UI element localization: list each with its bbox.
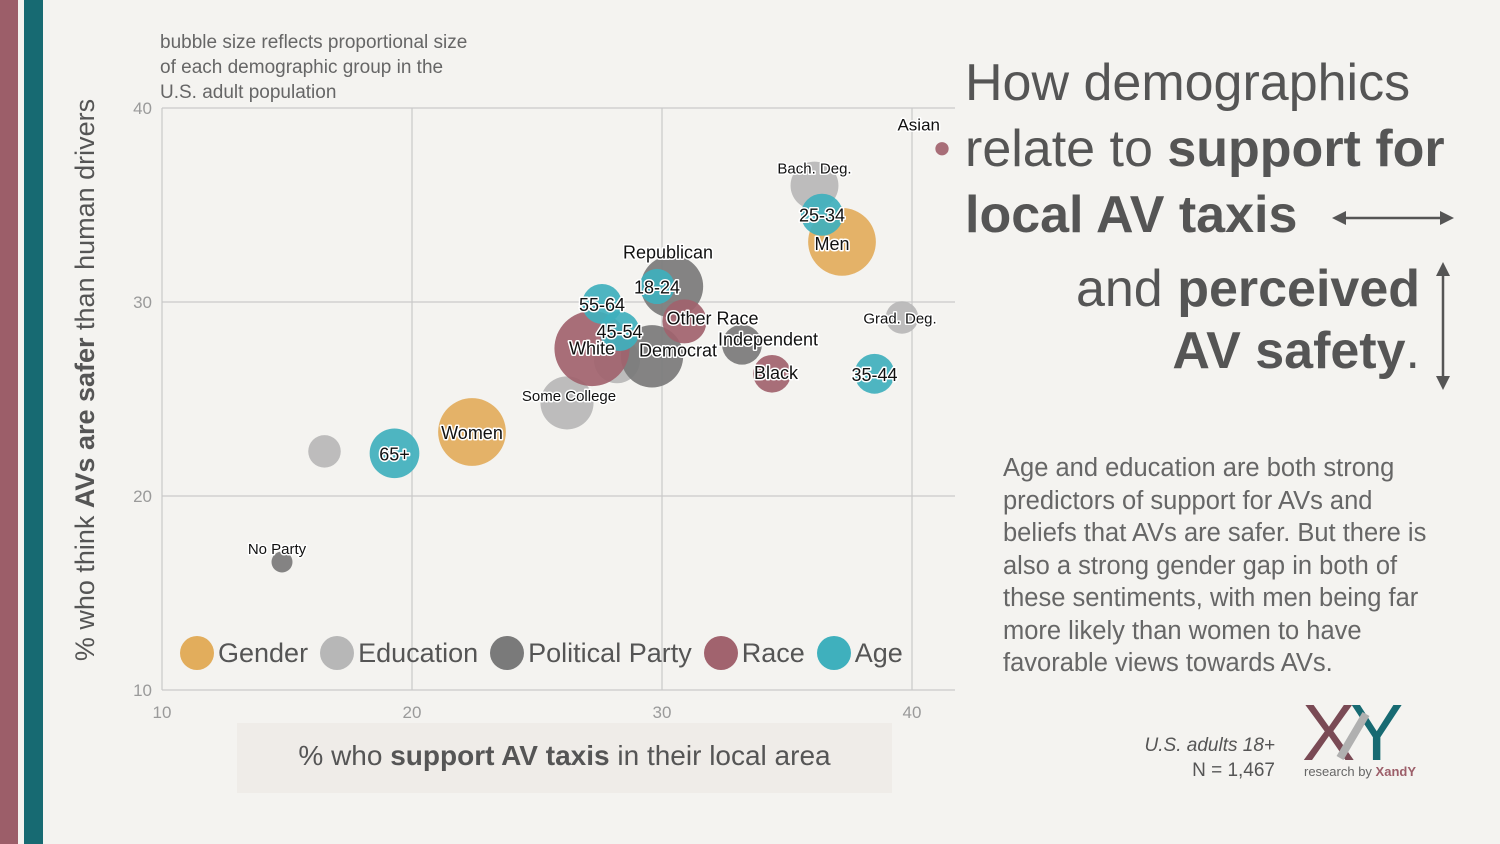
bubble-65- [369,428,420,479]
headline: How demographics relate to support for l… [965,54,1445,244]
bubble-black [753,354,791,393]
bubble-45-54 [599,311,640,352]
x-axis-label: % who support AV taxis in their local ar… [298,740,831,771]
bubble-independent [722,324,762,365]
sample-info: U.S. adults 18+ N = 1,467 [1144,735,1275,781]
data-label-independent: Independent [718,330,818,350]
xandy-logo: X Y [1302,692,1403,764]
y-axis-label: % who think AVs are safer than human dri… [70,98,100,662]
data-label-grad-deg-: Grad. Deg. [863,311,936,328]
scatter-chart: 10 20 30 40 10 20 30 40 Some College Bach. Deg. G… [133,99,955,720]
data-label-democrat: Democrat [639,340,717,360]
bubble-labels: Some College Bach. Deg. Grad. Deg. Republic… [246,114,941,559]
vertical-double-arrow-icon [1436,262,1450,390]
horizontal-double-arrow-icon [1332,211,1454,225]
data-label-some-college: Some College [522,388,616,405]
data-label-asian: Asian [897,116,940,135]
y-tick-label: 30 [133,293,152,312]
bubble-women [438,398,506,466]
legend-swatch-race [703,636,738,670]
legend-item-race: Race [703,636,805,670]
logo-caption: research by XandY [1304,764,1417,779]
data-label-65-: 65+ [379,444,410,464]
bubble-35-44 [854,353,895,394]
bubble-grad-deg- [885,301,919,334]
x-tick-label: 30 [653,703,672,720]
y-tick-label: 20 [133,487,152,506]
brand-stripe-teal [24,0,43,844]
legend-item-age: Age [816,636,903,670]
data-label-bach-deg-: Bach. Deg. [777,161,851,178]
x-tick-label: 10 [153,703,172,720]
data-label-men: Men [814,234,849,254]
y-tick-label: 10 [133,681,152,700]
data-label-black: Black [754,363,799,383]
logo-slash [1336,711,1370,761]
bubbles [271,142,949,573]
data-label-white: White [569,339,615,359]
legend-item-education: Education [320,636,478,670]
legend-item-gender: Gender [180,636,308,670]
data-label-18-24: 18-24 [634,277,680,297]
x-axis-label-box [237,723,892,793]
data-label-35-44: 35-44 [851,365,897,385]
bubble-25-34 [801,193,843,236]
bubble-some-college [540,376,594,430]
description: Age and education are both strong predic… [1003,454,1427,677]
data-label-25-34: 25-34 [799,206,845,226]
y-tick-label: 40 [133,99,152,118]
bubble-no-party [271,551,293,573]
legend: Gender Education Political Party Race Ag… [180,636,915,670]
headline-continued: and perceived AV safety. [1075,260,1420,380]
x-tick-label: 40 [903,703,922,720]
x-tick-label: 20 [403,703,422,720]
bubble-asian [935,142,949,156]
bubble-size-note: bubble size reflects proportional size o… [160,32,468,103]
legend-item-political-party: Political Party [490,636,692,670]
grid: 10 20 30 40 10 20 30 40 [133,99,955,720]
data-label-no-party: No Party [248,541,307,558]
legend-swatch-political-party [490,636,525,670]
bubble-education [308,435,341,468]
brand-stripe-red [0,0,18,844]
data-label-republican: Republican [623,242,713,262]
data-label-women: Women [441,423,503,443]
data-label-55-64: 55-64 [579,295,625,315]
legend-swatch-education [320,636,355,670]
legend-swatch-age [816,636,851,670]
data-label-other-race: Other Race [666,308,758,328]
bubble-18-24 [639,268,675,305]
legend-swatch-gender [180,636,214,670]
bubble-other-race [662,299,707,344]
data-label-45-54: 45-54 [596,322,642,342]
